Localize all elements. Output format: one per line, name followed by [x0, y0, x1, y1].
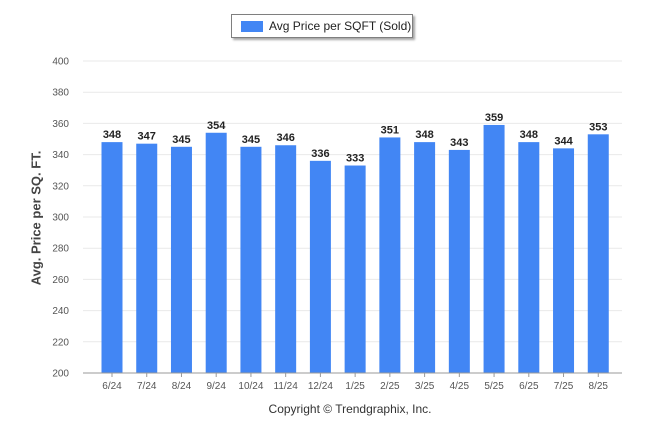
data-label: 359 — [485, 112, 503, 124]
data-label: 346 — [276, 132, 294, 144]
data-label: 345 — [172, 134, 190, 146]
y-axis-title: Avg. Price per SQ. FT. — [28, 150, 44, 286]
y-tick-label: 220 — [52, 337, 69, 348]
bars — [101, 124, 609, 374]
bar-5/25 — [483, 124, 505, 374]
copyright-text: Copyright © Trendgraphix, Inc. — [268, 402, 432, 416]
bar-10/24 — [240, 146, 262, 373]
y-tick-label: 400 — [52, 57, 69, 68]
bar-6/24 — [101, 142, 123, 373]
y-axis-ticks: 200 220 240 260 280 300 320 340 360 380 400 — [52, 57, 69, 380]
y-tick-label: 360 — [52, 119, 69, 130]
data-label: 348 — [415, 129, 433, 141]
bar-12/24 — [309, 160, 331, 373]
bar-4/25 — [448, 149, 470, 373]
data-label: 336 — [311, 148, 329, 160]
bar-8/24 — [170, 146, 192, 373]
x-axis-ticks: 6/24 7/24 8/24 9/24 10/24 11/24 12/24 1/25 2/25 3… — [102, 373, 608, 392]
bar-2/25 — [379, 137, 401, 373]
data-label: 354 — [207, 120, 226, 132]
x-tick-label: 10/24 — [238, 381, 263, 392]
data-label: 344 — [554, 135, 573, 147]
y-tick-label: 280 — [52, 244, 69, 255]
x-tick-label: 8/24 — [172, 381, 192, 392]
data-label: 348 — [520, 129, 538, 141]
bar-3/25 — [414, 142, 436, 373]
y-tick-label: 260 — [52, 275, 69, 286]
data-label: 348 — [103, 129, 121, 141]
y-tick-label: 240 — [52, 306, 69, 317]
legend-label: Avg Price per SQFT (Sold) — [269, 19, 412, 33]
legend: Avg Price per SQFT (Sold) — [231, 14, 413, 38]
bar-11/24 — [275, 145, 297, 373]
data-label: 333 — [346, 153, 364, 165]
bar-6/25 — [518, 142, 540, 373]
data-label: 353 — [589, 121, 607, 133]
x-tick-label: 11/24 — [274, 381, 299, 392]
x-tick-label: 8/25 — [589, 381, 609, 392]
bar-1/25 — [344, 165, 366, 373]
data-label: 351 — [381, 124, 399, 136]
bar-7/24 — [136, 143, 158, 373]
y-tick-label: 320 — [52, 181, 69, 192]
y-tick-label: 340 — [52, 150, 69, 161]
x-tick-label: 9/24 — [206, 381, 226, 392]
data-labels: 348 347 345 354 345 346 336 333 351 348 343 359 348 3… — [103, 112, 608, 165]
y-tick-label: 200 — [52, 369, 69, 380]
x-tick-label: 7/24 — [137, 381, 157, 392]
x-tick-label: 6/25 — [519, 381, 539, 392]
x-tick-label: 5/25 — [484, 381, 504, 392]
data-label: 345 — [242, 134, 260, 146]
x-tick-label: 4/25 — [450, 381, 470, 392]
data-label: 343 — [450, 137, 468, 149]
bar-9/24 — [205, 132, 227, 373]
x-tick-label: 6/24 — [102, 381, 122, 392]
y-tick-label: 380 — [52, 88, 69, 99]
x-tick-label: 7/25 — [554, 381, 574, 392]
x-tick-label: 3/25 — [415, 381, 435, 392]
y-tick-label: 300 — [52, 213, 69, 224]
x-tick-label: 2/25 — [380, 381, 400, 392]
x-tick-label: 1/25 — [345, 381, 365, 392]
bar-8/25 — [587, 134, 609, 373]
bar-7/25 — [553, 148, 575, 373]
data-label: 347 — [138, 131, 156, 143]
legend-swatch — [241, 21, 263, 32]
x-tick-label: 12/24 — [308, 381, 333, 392]
